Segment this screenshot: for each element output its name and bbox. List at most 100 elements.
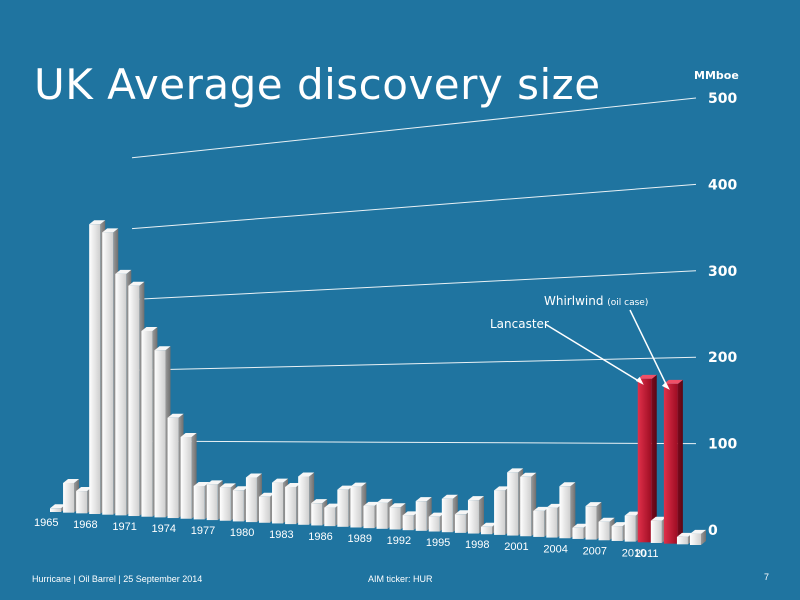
bar — [690, 529, 706, 545]
bar-side — [478, 496, 484, 534]
bar-top — [167, 413, 184, 418]
x-tick-label: 1977 — [191, 525, 215, 537]
x-tick-label: 1992 — [387, 535, 411, 547]
bar-top — [428, 512, 445, 517]
footer-left: Hurricane | Oil Barrel | 25 September 20… — [32, 574, 203, 584]
x-tick-label: 1998 — [465, 539, 489, 551]
annotation-whirlwind-sub: (oil case) — [607, 298, 648, 308]
bar-top — [337, 485, 354, 490]
bar-top — [76, 487, 93, 492]
bar-front — [533, 510, 545, 537]
bar-front — [180, 437, 192, 519]
bar-top — [402, 511, 419, 516]
y-tick-label: 100 — [708, 437, 737, 453]
y-tick-label: 200 — [708, 350, 737, 366]
y-tick-label: 400 — [708, 177, 737, 193]
bar-front — [324, 507, 336, 527]
bar-top — [272, 478, 289, 483]
bar-front — [219, 487, 231, 521]
bar-front — [624, 515, 636, 542]
bar-top — [690, 529, 706, 534]
bar-top — [676, 532, 693, 537]
y-axis-unit: MMboe — [694, 69, 739, 82]
bar-top — [128, 281, 145, 286]
bar-top — [650, 516, 667, 521]
bar-front — [676, 536, 688, 545]
x-tick-label: 1995 — [426, 537, 450, 549]
bar-front — [441, 498, 453, 533]
bar-top — [311, 499, 328, 504]
bar-front — [520, 476, 532, 537]
bar-top — [637, 374, 657, 379]
x-tick-label: 1971 — [112, 521, 136, 533]
x-tick-label: 1983 — [269, 529, 293, 541]
bar-front — [285, 486, 297, 525]
bar-top — [141, 326, 158, 331]
y-tick-label: 300 — [708, 264, 737, 280]
annotation-lancaster: Lancaster — [490, 317, 549, 331]
x-tick-label: 2007 — [583, 545, 607, 557]
bar-front — [76, 491, 88, 514]
bar-top — [611, 522, 628, 527]
highlight-bar-lancaster — [637, 374, 657, 543]
bar-top — [598, 517, 615, 522]
bar-top — [663, 379, 683, 384]
page-number: 7 — [764, 572, 770, 582]
bar-front — [454, 514, 466, 533]
arrow-head — [635, 376, 644, 385]
bar-front — [232, 490, 244, 522]
bar-top — [494, 486, 511, 491]
bar-top — [63, 478, 80, 483]
bar-front — [598, 521, 610, 541]
bar-side — [677, 379, 683, 544]
bar-front — [298, 476, 310, 525]
bar-top — [206, 480, 223, 485]
x-tick-label: 1968 — [73, 519, 97, 531]
y-tick-label: 0 — [708, 523, 718, 539]
x-tick-label: 2001 — [504, 541, 528, 553]
bar-top — [389, 503, 406, 508]
x-tick-label: 2010 — [622, 547, 646, 559]
bar-top — [89, 220, 106, 225]
bar-top — [285, 482, 302, 487]
footer-ticker: AIM ticker: HUR — [368, 574, 433, 584]
bar-front — [663, 383, 678, 544]
bar-front — [63, 482, 75, 513]
bar-front — [415, 501, 427, 531]
bar-top — [115, 269, 132, 274]
bar-top — [520, 472, 537, 477]
bar-front — [572, 527, 584, 539]
chart-title: UK Average discovery size — [34, 60, 601, 109]
bar-top — [441, 494, 458, 499]
bar-front — [376, 502, 388, 529]
bar-top — [546, 503, 563, 508]
bar-top — [467, 496, 484, 501]
y-tick-label: 500 — [708, 91, 737, 107]
bar-front — [402, 515, 414, 531]
bar-side — [701, 529, 706, 545]
annotation-whirlwind: Whirlwind (oil case) — [544, 294, 648, 308]
x-tick-label: 2004 — [543, 543, 567, 555]
bar-front — [89, 224, 101, 515]
bar-front — [311, 503, 323, 526]
highlight-bar-whirlwind — [663, 379, 683, 544]
bar-top — [585, 502, 602, 507]
bar-top — [180, 433, 197, 438]
bar-front — [258, 496, 270, 523]
bar-top — [232, 486, 249, 491]
bar-front — [585, 506, 597, 540]
bar-front — [141, 330, 153, 517]
bar-top — [245, 473, 262, 478]
bar-top — [298, 472, 315, 477]
x-tick-label: 1986 — [308, 531, 332, 543]
bar-top — [324, 503, 341, 508]
bar-top — [624, 511, 641, 516]
bar-top — [219, 483, 236, 488]
bar-front — [637, 378, 652, 543]
bar-front — [206, 484, 218, 521]
bar-front — [115, 273, 127, 516]
x-tick-label: 1974 — [152, 523, 176, 535]
gridline — [131, 440, 697, 445]
